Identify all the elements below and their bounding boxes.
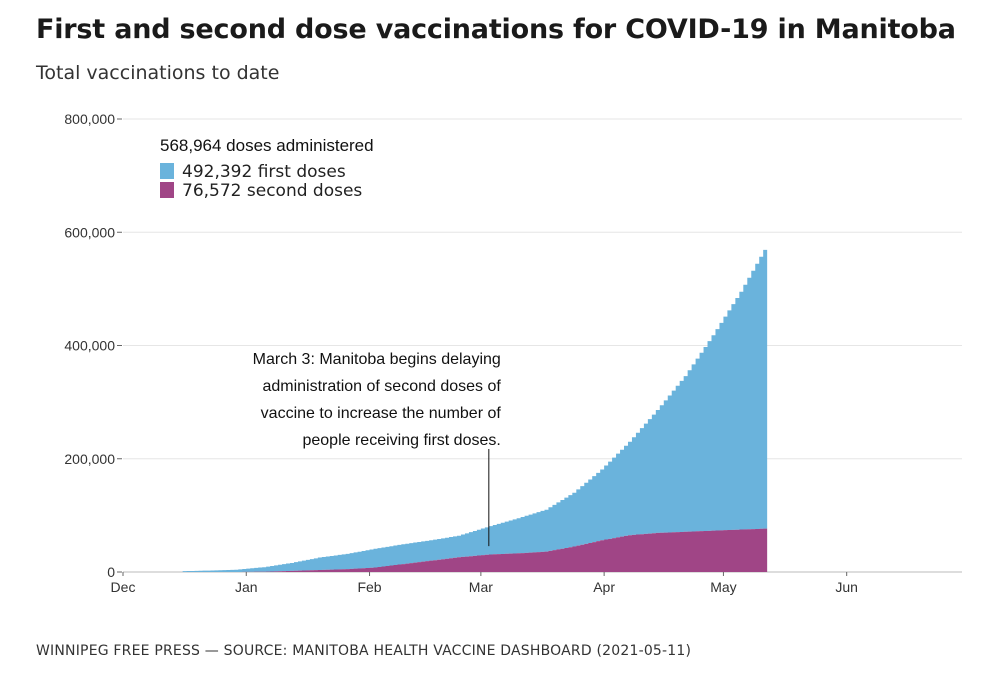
y-tick-label: 200,000 — [64, 451, 115, 467]
legend-swatch — [160, 182, 174, 198]
x-tick-label: Mar — [469, 579, 493, 595]
legend-label: 76,572 second doses — [182, 181, 362, 201]
first-doses-area — [182, 249, 768, 572]
legend-swatch — [160, 163, 174, 179]
annotation-text: administration of second doses of — [262, 378, 501, 395]
annotation: March 3: Manitoba begins delaying adminis… — [253, 351, 502, 547]
axes: 0 200,000 400,000 600,000 800,000 Dec Jan Feb Ma… — [64, 111, 858, 595]
x-tick-label: Feb — [357, 579, 381, 595]
x-tick-label: Apr — [593, 579, 615, 595]
y-tick-label: 800,000 — [64, 111, 115, 127]
x-tick-label: Jan — [235, 579, 258, 595]
legend-header: 568,964 doses administered — [160, 136, 374, 155]
annotation-text: vaccine to increase the number of — [261, 405, 502, 422]
x-tick-label: Dec — [111, 579, 136, 595]
second-doses-area — [182, 528, 768, 572]
annotation-text: March 3: Manitoba begins delaying — [253, 351, 501, 368]
y-tick-label: 400,000 — [64, 338, 115, 354]
legend-label: 492,392 first doses — [182, 162, 346, 182]
x-tick-label: May — [710, 579, 736, 595]
annotation-text: people receiving first doses. — [302, 432, 500, 449]
y-tick-label: 0 — [107, 564, 115, 580]
source-note: WINNIPEG FREE PRESS — SOURCE: MANITOBA H… — [36, 643, 692, 659]
legend: 568,964 doses administered 492,392 first … — [160, 136, 374, 201]
x-tick-label: Jun — [835, 579, 858, 595]
y-tick-label: 600,000 — [64, 224, 115, 240]
chart-title: First and second dose vaccinations for C… — [36, 14, 956, 45]
stacked-areas — [182, 249, 768, 572]
chart-subtitle: Total vaccinations to date — [36, 62, 280, 84]
